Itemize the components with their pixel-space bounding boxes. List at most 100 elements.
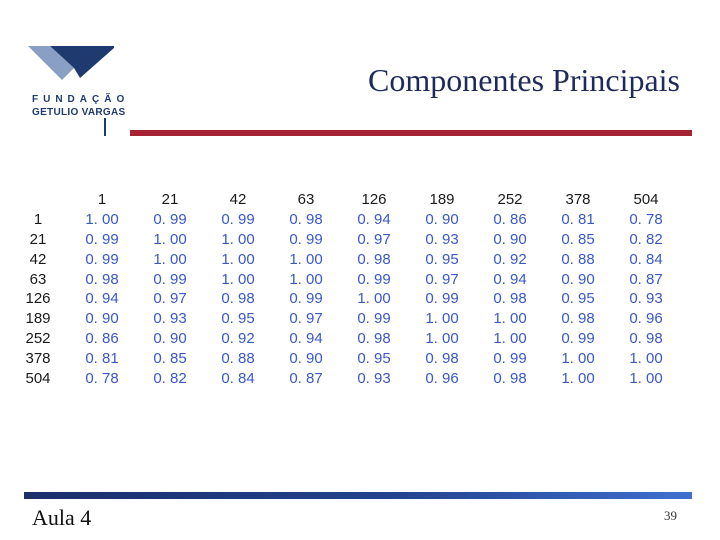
table-cell: 0. 90 [153,329,187,347]
table-cell: 0. 90 [493,230,527,248]
table-cell: 0. 82 [629,230,663,248]
table-row: 63 0. 98 0. 99 1. 00 1. 00 0. 99 0. 97 0. 94 0. … [8,269,680,289]
table-cell: 0. 98 [357,329,391,347]
table-cell: 0. 99 [493,349,527,367]
column-header: 252 [497,191,523,209]
row-header: 189 [25,310,51,328]
table-row: 1 1. 00 0. 99 0. 99 0. 98 0. 94 0. 90 0. 86 0. 8… [8,210,680,230]
table-row: 21 0. 99 1. 00 1. 00 0. 99 0. 97 0. 93 0. 90 0. … [8,230,680,250]
table-cell: 1. 00 [153,250,187,268]
table-cell: 0. 92 [221,329,255,347]
table-cell: 0. 97 [289,310,323,328]
table-cell: 1. 00 [221,250,255,268]
table-cell: 0. 82 [153,369,187,387]
row-header: 252 [25,329,51,347]
table-cell: 1. 00 [357,290,391,308]
fgv-logo: FUNDAÇÃO GETULIO VARGAS [28,46,125,122]
table-cell: 0. 98 [629,329,663,347]
table-cell: 1. 00 [289,270,323,288]
correlation-table: 1 21 42 63 126 189 252 378 504 1 1. 00 0. … [8,190,680,388]
table-row: 42 0. 99 1. 00 1. 00 1. 00 0. 98 0. 95 0. 92 0. … [8,249,680,269]
table-cell: 0. 90 [561,270,595,288]
table-cell: 1. 00 [425,310,459,328]
row-header: 63 [29,270,47,288]
table-cell: 0. 85 [561,230,595,248]
table-cell: 0. 93 [425,230,459,248]
table-row: 189 0. 90 0. 93 0. 95 0. 97 0. 99 1. 00 1. 00 0.… [8,309,680,329]
footer-lecture-label: Aula 4 [32,505,92,530]
table-cell: 0. 97 [357,230,391,248]
column-header: 378 [565,191,591,209]
page-number: 39 [664,508,677,523]
row-header: 378 [25,349,51,367]
table-cell: 1. 00 [221,270,255,288]
table-cell: 0. 93 [357,369,391,387]
table-cell: 0. 87 [629,270,663,288]
table-cell: 0. 98 [85,270,119,288]
table-cell: 0. 98 [357,250,391,268]
table-cell: 0. 99 [357,270,391,288]
table-cell: 0. 94 [357,211,391,229]
table-cell: 0. 99 [425,290,459,308]
table-cell: 0. 97 [153,290,187,308]
table-corner [8,190,68,210]
table-cell: 1. 00 [561,369,595,387]
table-cell: 0. 78 [85,369,119,387]
table-cell: 1. 00 [493,329,527,347]
column-header: 21 [161,191,179,209]
column-header: 126 [361,191,387,209]
table-cell: 0. 88 [221,349,255,367]
table-cell: 0. 98 [289,211,323,229]
table-cell: 1. 00 [85,211,119,229]
title-rule [130,130,692,136]
table-cell: 0. 99 [153,270,187,288]
table-cell: 0. 90 [289,349,323,367]
row-header: 504 [25,369,51,387]
table-cell: 1. 00 [561,349,595,367]
table-cell: 0. 86 [493,211,527,229]
table-row: 504 0. 78 0. 82 0. 84 0. 87 0. 93 0. 96 0. 98 1.… [8,368,680,388]
row-header: 42 [29,250,47,268]
table-cell: 0. 90 [425,211,459,229]
table-cell: 0. 99 [221,211,255,229]
table-cell: 1. 00 [629,349,663,367]
table-cell: 1. 00 [289,250,323,268]
table-cell: 0. 81 [85,349,119,367]
table-cell: 0. 99 [85,250,119,268]
table-cell: 0. 98 [493,290,527,308]
footer-bar [24,492,692,499]
table-cell: 0. 99 [289,230,323,248]
slide-title: Componentes Principais [368,62,680,98]
title-rule-accent [104,118,106,136]
column-header: 42 [229,191,247,209]
table-cell: 0. 99 [153,211,187,229]
column-header: 1 [97,191,107,209]
table-cell: 0. 99 [561,329,595,347]
table-cell: 0. 98 [493,369,527,387]
table-row: 252 0. 86 0. 90 0. 92 0. 94 0. 98 1. 00 1. 00 0.… [8,329,680,349]
table-cell: 0. 94 [493,270,527,288]
logo-text-line2: GETULIO VARGAS [32,107,126,118]
table-cell: 0. 96 [425,369,459,387]
row-header: 1 [33,211,43,229]
table-cell: 0. 94 [289,329,323,347]
table-header-row: 1 21 42 63 126 189 252 378 504 [8,190,680,210]
table-cell: 0. 93 [629,290,663,308]
table-cell: 0. 99 [85,230,119,248]
table-cell: 0. 84 [221,369,255,387]
table-cell: 1. 00 [153,230,187,248]
row-header: 21 [29,230,47,248]
table-cell: 0. 87 [289,369,323,387]
table-cell: 0. 95 [425,250,459,268]
column-header: 63 [297,191,315,209]
fgv-logo-mark [28,46,114,80]
table-cell: 0. 99 [289,290,323,308]
table-row: 378 0. 81 0. 85 0. 88 0. 90 0. 95 0. 98 0. 99 1.… [8,348,680,368]
table-cell: 0. 95 [357,349,391,367]
table-cell: 0. 90 [85,310,119,328]
table-cell: 0. 85 [153,349,187,367]
table-cell: 0. 96 [629,310,663,328]
table-cell: 0. 95 [221,310,255,328]
table-cell: 0. 98 [221,290,255,308]
table-cell: 0. 98 [561,310,595,328]
